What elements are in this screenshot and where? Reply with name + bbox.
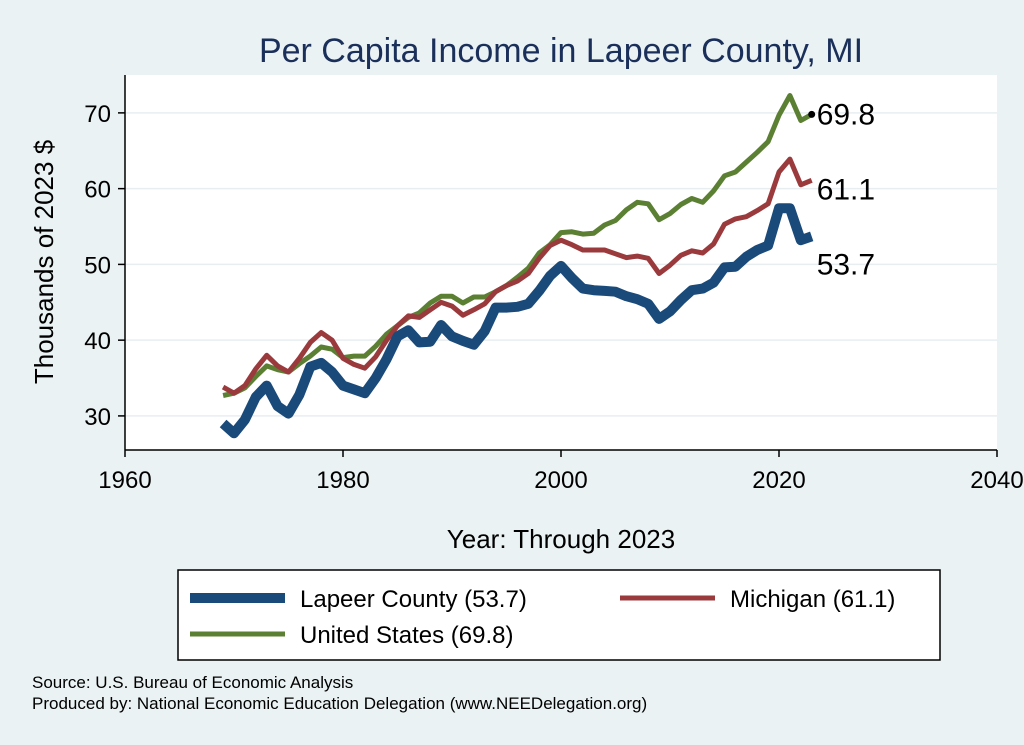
series-lines (219, 93, 814, 439)
y-tick-label: 30 (84, 404, 111, 431)
x-tick-label: 2020 (752, 467, 805, 494)
end-marker-us (808, 110, 816, 118)
x-tick-label: 2040 (970, 467, 1023, 494)
x-ticks: 1960 1980 2000 2020 2040 (98, 450, 1024, 494)
legend-label-lapeer: Lapeer County (53.7) (300, 586, 527, 613)
y-tick-label: 60 (84, 177, 111, 204)
series-line-michigan (221, 156, 813, 396)
y-tick-label: 70 (84, 101, 111, 128)
legend-box (177, 569, 941, 661)
produced-by-line: Produced by: National Economic Education… (32, 694, 647, 713)
legend: Lapeer County (53.7) Michigan (61.1) Uni… (177, 569, 941, 661)
series-line-us (222, 93, 813, 398)
x-tick-label: 1960 (98, 467, 151, 494)
series-line-lapeer (219, 203, 814, 439)
end-labels: 53.7 61.1 69.8 (808, 98, 875, 281)
y-axis-label: Thousands of 2023 $ (29, 139, 59, 384)
x-axis-label: Year: Through 2023 (447, 524, 675, 554)
legend-label-us: United States (69.8) (300, 622, 513, 649)
chart-title: Per Capita Income in Lapeer County, MI (259, 32, 863, 70)
end-label-lapeer: 53.7 (817, 248, 875, 281)
y-tick-label: 40 (84, 328, 111, 355)
end-label-us: 69.8 (817, 98, 875, 131)
legend-label-michigan: Michigan (61.1) (730, 586, 895, 613)
x-tick-label: 2000 (534, 467, 587, 494)
source-line: Source: U.S. Bureau of Economic Analysis (32, 673, 353, 692)
y-tick-label: 50 (84, 252, 111, 279)
end-label-michigan: 61.1 (817, 173, 875, 206)
x-tick-label: 1980 (316, 467, 369, 494)
y-ticks: 30 40 50 60 70 (84, 101, 125, 431)
